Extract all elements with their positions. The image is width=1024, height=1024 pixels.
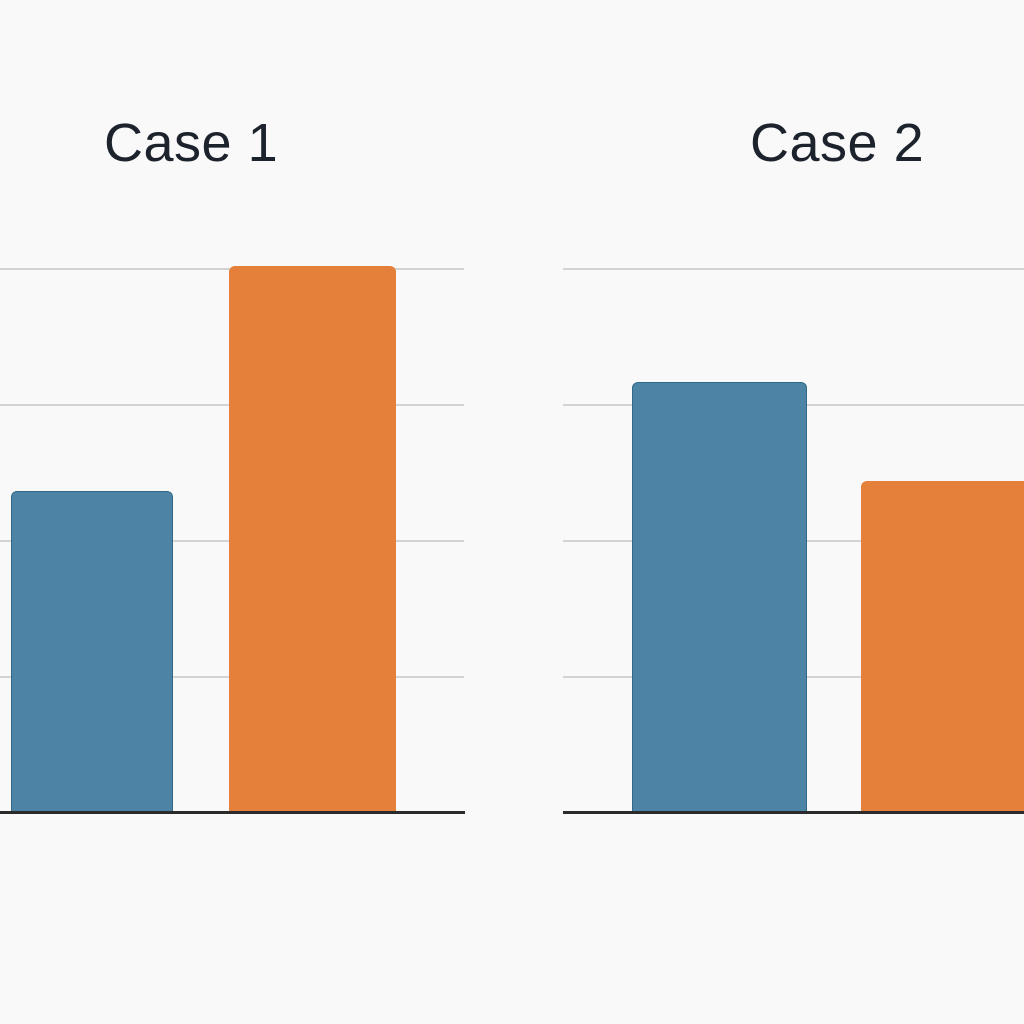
chart-title-case-2: Case 2 [750,113,925,173]
bar-case-1-blue [11,491,173,813]
bar-case-1-orange [229,266,396,813]
bar-case-2-blue [632,382,807,813]
chart-title-case-1: Case 1 [104,113,279,173]
x-axis [563,811,1024,814]
bar-case-2-orange [861,481,1024,813]
x-axis [0,811,465,814]
gridline [563,268,1024,270]
